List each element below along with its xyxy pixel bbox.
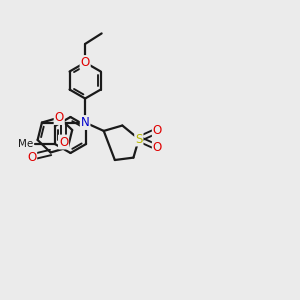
Text: O: O [153,124,162,137]
Text: O: O [80,56,90,69]
Text: O: O [153,141,162,154]
Text: N: N [81,116,89,129]
Text: Me: Me [18,139,33,149]
Text: O: O [59,136,68,148]
Text: S: S [135,133,142,146]
Text: O: O [27,151,36,164]
Text: O: O [55,111,64,124]
